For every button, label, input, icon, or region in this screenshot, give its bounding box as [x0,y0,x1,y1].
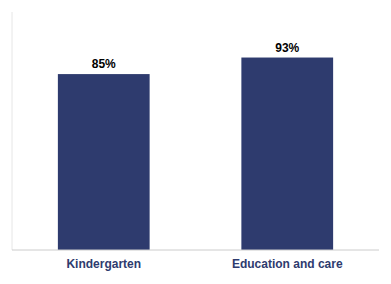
bars [58,58,333,250]
data-label: 85% [92,57,116,71]
bar [58,74,150,250]
bar [241,58,333,250]
y-axis-line [12,12,13,250]
chart-container: 85% 93% Kindergarten Education and care [0,0,391,284]
x-tick-label: Education and care [232,257,343,271]
x-tick-label: Kindergarten [66,257,141,271]
chart-svg: 85% 93% Kindergarten Education and care [0,0,391,284]
data-label: 93% [275,41,299,55]
x-axis-line [12,250,379,251]
